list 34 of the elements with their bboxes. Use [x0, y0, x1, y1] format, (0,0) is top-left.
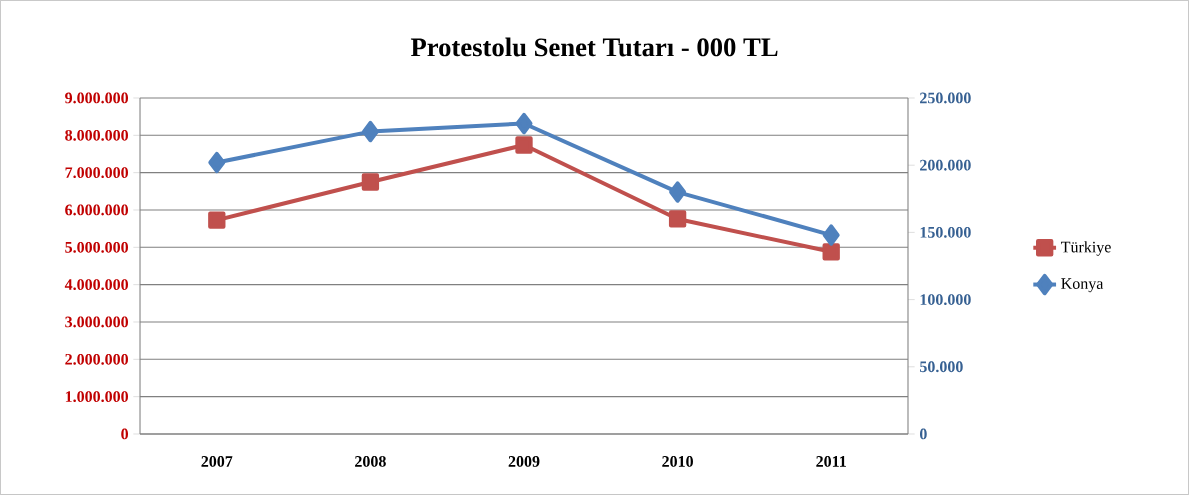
- x-tick-label: 2011: [816, 456, 846, 467]
- y-tick-label: 5.000.000: [65, 241, 129, 253]
- y-tick-label: 1.000.000: [65, 391, 129, 403]
- y2-tick-label: 150.000: [920, 226, 971, 238]
- y-tick-label: 2.000.000: [65, 353, 129, 365]
- y-tick-label: 7.000.000: [65, 167, 129, 179]
- point: [361, 173, 380, 191]
- y-tick-label: 3.000.000: [65, 316, 129, 328]
- y2-tick-label: 50.000: [920, 361, 963, 373]
- x-tick-label: 2010: [662, 456, 693, 467]
- point: [515, 112, 533, 135]
- y-tick-label: 4.000.000: [64, 279, 129, 291]
- y-tick-label: 6.000.000: [65, 204, 129, 216]
- legend-label: Konya: [1061, 278, 1104, 293]
- y2-tick-label: 0: [919, 428, 927, 440]
- point: [822, 224, 840, 246]
- legend-label: Türkiye: [1061, 241, 1111, 256]
- point: [361, 120, 379, 143]
- x-tick-label: 2008: [355, 456, 386, 467]
- y-tick-label: 9.000.000: [65, 92, 129, 104]
- x-tick-label: 2007: [201, 456, 233, 467]
- point: [208, 151, 226, 174]
- y-tick-label: 0: [121, 428, 129, 440]
- y2-tick-label: 250.000: [920, 92, 971, 104]
- point: [668, 210, 687, 228]
- point: [669, 181, 687, 203]
- x-tick-label: 2009: [508, 456, 540, 467]
- y2-tick-label: 100.000: [920, 294, 971, 306]
- point: [208, 211, 226, 229]
- y-tick-label: 8.000.000: [65, 129, 129, 141]
- point: [515, 136, 533, 154]
- chart-title: Protestolu Senet Tutarı - 000 TL: [410, 37, 778, 57]
- y2-tick-label: 200.000: [920, 159, 971, 171]
- point: [822, 243, 840, 261]
